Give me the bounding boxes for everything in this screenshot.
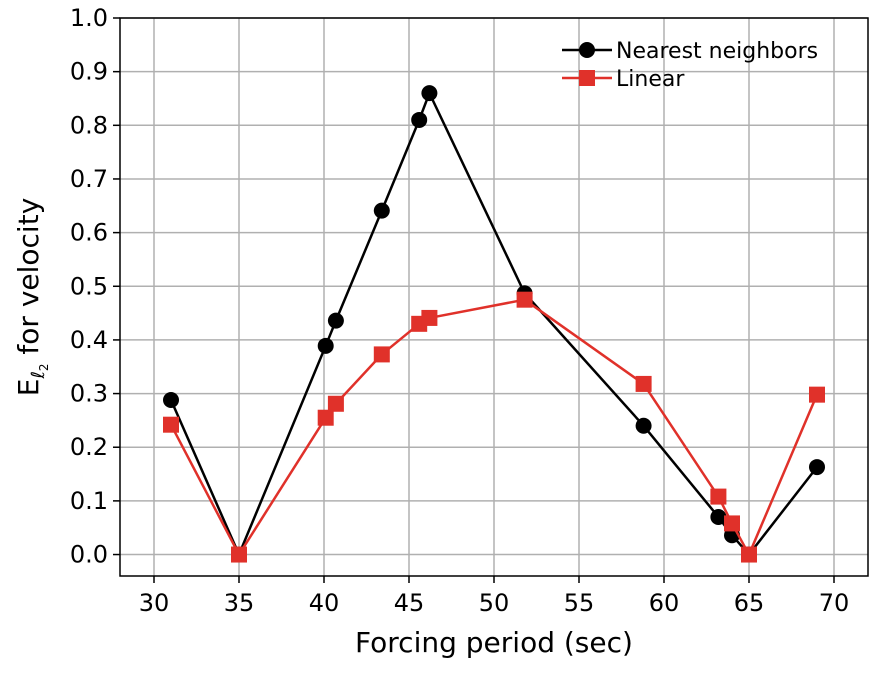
y-axis-label-sub-subscript: 2 xyxy=(37,363,51,371)
y-axis-label-suffix: for velocity xyxy=(12,198,45,364)
y-tick-label: 0.9 xyxy=(70,58,108,86)
y-tick-label: 1.0 xyxy=(70,4,108,32)
linear-point xyxy=(373,346,390,363)
linear-point xyxy=(421,309,438,326)
linear-point xyxy=(741,546,757,563)
y-axis-label-subscript: ℓ xyxy=(28,371,49,379)
x-axis-label: Forcing period (sec) xyxy=(355,626,633,659)
nearest-point xyxy=(635,417,652,434)
y-tick-label: 0.2 xyxy=(70,433,108,461)
y-tick-label: 0.8 xyxy=(70,111,108,139)
x-tick-label: 50 xyxy=(479,589,510,617)
legend-marker xyxy=(579,70,595,86)
legend: Nearest neighbors Linear xyxy=(562,39,818,92)
series-lines xyxy=(163,85,825,563)
gridlines xyxy=(120,17,868,576)
linear-point xyxy=(317,409,334,426)
linear-point xyxy=(231,546,247,563)
legend-label: Nearest neighbors xyxy=(616,39,818,64)
legend-entry: Nearest neighbors xyxy=(562,39,818,64)
nearest-point xyxy=(809,459,825,476)
y-tick-label: 0.4 xyxy=(70,326,108,354)
series-1 xyxy=(163,291,825,563)
y-axis-label: Eℓ2 for velocity xyxy=(12,198,51,397)
nearest-point xyxy=(373,202,390,219)
x-tick-label: 65 xyxy=(734,589,765,617)
y-axis-label-prefix: E xyxy=(12,379,45,397)
legend-entry: Linear xyxy=(562,67,685,92)
nearest-point xyxy=(163,392,179,409)
linear-point xyxy=(327,395,344,412)
x-tick-label: 55 xyxy=(564,589,595,617)
y-tick-label: 0.1 xyxy=(70,487,108,515)
x-tick-label: 70 xyxy=(819,589,850,617)
nearest-point xyxy=(421,85,438,102)
y-tick-label: 0.5 xyxy=(70,272,108,300)
y-tick-label: 0.0 xyxy=(70,541,108,569)
linear-point xyxy=(710,488,727,505)
legend-marker xyxy=(579,42,595,58)
x-tick-label: 40 xyxy=(309,589,340,617)
x-tick-label: 60 xyxy=(649,589,680,617)
nearest-point xyxy=(411,111,428,128)
linear-point xyxy=(809,386,825,403)
nearest-point xyxy=(327,312,344,329)
nearest-point xyxy=(710,508,727,525)
axis-ticks: 30 35 40 45 50 55 60 65 70 0.0 0.1 0.2 0.3 0.4 0.5 0.6 0… xyxy=(70,4,849,617)
x-tick-label: 35 xyxy=(224,589,255,617)
linear-point xyxy=(724,515,740,532)
linear-point xyxy=(163,416,179,433)
y-tick-label: 0.6 xyxy=(70,219,108,247)
y-tick-label: 0.3 xyxy=(70,380,108,408)
nearest-point xyxy=(317,337,334,354)
x-tick-label: 30 xyxy=(139,589,170,617)
legend-label: Linear xyxy=(616,67,685,92)
linear-point xyxy=(635,375,652,392)
x-tick-label: 45 xyxy=(394,589,425,617)
y-tick-label: 0.7 xyxy=(70,165,108,193)
linear-point xyxy=(516,291,533,308)
